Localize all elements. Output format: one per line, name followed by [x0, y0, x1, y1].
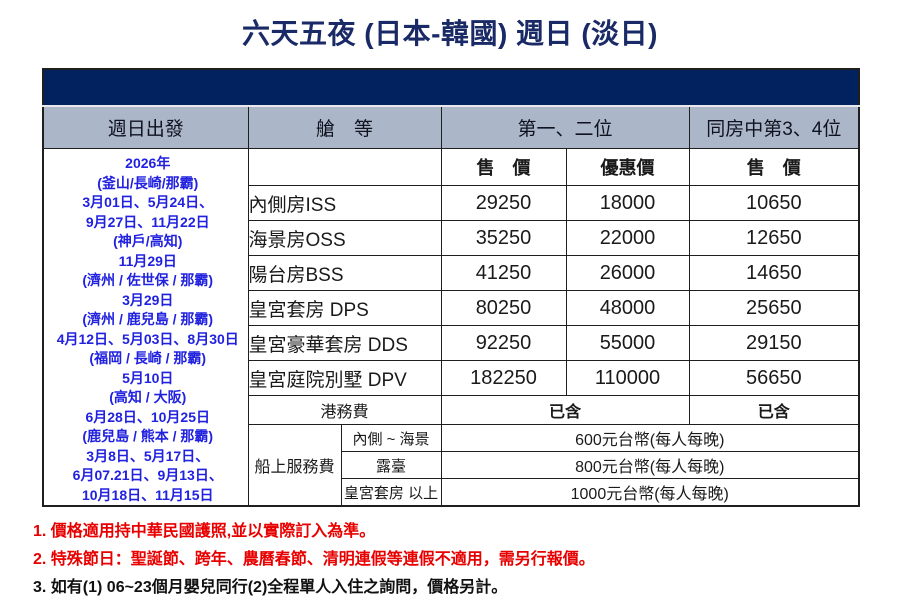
note-passport: 1. 價格適用持中華民國護照,並以實際訂入為準。	[33, 523, 376, 540]
cabin-promo-price: 55000	[565, 325, 690, 361]
service-fee-value: 800元台幣(每人每晚)	[440, 451, 860, 479]
cabin-price: 29250	[440, 185, 567, 221]
table-row-palace-suite: 皇宮套房 DPS 80250 48000 25650	[43, 290, 860, 326]
navy-band-cell	[42, 68, 860, 107]
service-fee-category: 皇宮套房 以上	[340, 478, 442, 507]
cabin-name: 皇宮庭院別墅 DPV	[247, 360, 442, 396]
header-departure: 週日出發	[42, 105, 249, 149]
cabin-promo-price: 48000	[565, 290, 690, 326]
cabin-price: 80250	[440, 290, 567, 326]
service-fee-row-inside-oceanview: 船上服務費 內側 ~ 海景 600元台幣(每人每晚)	[43, 424, 860, 507]
service-fee-row-suite-and-above: 皇宮套房 以上 1000元台幣(每人每晚)	[43, 478, 860, 507]
cabin-third-fourth-price: 10650	[688, 185, 860, 221]
table-row-balcony-cabin: 陽台房BSS 41250 26000 14650	[43, 255, 860, 291]
service-fee-category: 露臺	[340, 451, 442, 479]
price-table: 週日出發 艙 等 第一、二位 同房中第3、4位 2026年 (釜山/長崎/那霸)…	[42, 68, 861, 507]
table-row-palace-deluxe-suite: 皇宮豪華套房 DDS 92250 55000 29150	[43, 325, 860, 361]
port-fee-included-first-second: 已含	[440, 395, 690, 425]
cabin-third-fourth-price: 12650	[688, 220, 860, 256]
table-subheader-row: 2026年 (釜山/長崎/那霸) 3月01日、5月24日、 9月27日、11月2…	[42, 148, 860, 507]
cabin-promo-price: 18000	[565, 185, 690, 221]
header-cabin-class: 艙 等	[247, 105, 442, 149]
cabin-price: 35250	[440, 220, 567, 256]
cabin-price: 41250	[440, 255, 567, 291]
cabin-price: 92250	[440, 325, 567, 361]
cabin-name: 海景房OSS	[247, 220, 442, 256]
cabin-promo-price: 22000	[565, 220, 690, 256]
subheader-price: 售 價	[440, 148, 567, 186]
cabin-name: 陽台房BSS	[247, 255, 442, 291]
cabin-third-fourth-price: 14650	[688, 255, 860, 291]
cabin-name: 內側房ISS	[247, 185, 442, 221]
subheader-empty-cell	[247, 148, 442, 186]
cabin-promo-price: 26000	[565, 255, 690, 291]
subheader-price-same-room: 售 價	[688, 148, 860, 186]
table-row-palace-courtyard-villa: 皇宮庭院別墅 DPV 182250 110000 56650	[43, 360, 860, 396]
header-first-second: 第一、二位	[440, 105, 690, 149]
cabin-promo-price: 110000	[565, 360, 690, 396]
cabin-name: 皇宮套房 DPS	[247, 290, 442, 326]
cabin-third-fourth-price: 29150	[688, 325, 860, 361]
cabin-third-fourth-price: 56650	[688, 360, 860, 396]
service-fee-category: 內側 ~ 海景	[340, 424, 442, 452]
port-fee-included-same-room: 已含	[688, 395, 860, 425]
service-fee-value: 600元台幣(每人每晚)	[440, 424, 860, 452]
port-fee-label: 港務費	[247, 395, 442, 425]
note-special-holidays: 2. 特殊節日：聖誕節、跨年、農曆春節、清明連假等連假不適用，需另行報價。	[33, 551, 595, 568]
footnotes: 1. 價格適用持中華民國護照,並以實際訂入為準。 2. 特殊節日：聖誕節、跨年、…	[33, 518, 883, 600]
table-row-oceanview-cabin: 海景房OSS 35250 22000 12650	[43, 220, 860, 256]
cabin-third-fourth-price: 25650	[688, 290, 860, 326]
departure-dates-cell: 2026年 (釜山/長崎/那霸) 3月01日、5月24日、 9月27日、11月2…	[42, 148, 249, 507]
departure-dates-text: 2026年 (釜山/長崎/那霸) 3月01日、5月24日、 9月27日、11月2…	[56, 155, 239, 503]
service-fee-value: 1000元台幣(每人每晚)	[440, 478, 860, 507]
subheader-promo-price: 優惠價	[565, 148, 690, 186]
table-header-row: 週日出發 艙 等 第一、二位 同房中第3、4位	[42, 105, 860, 149]
cabin-price: 182250	[440, 360, 567, 396]
header-same-room: 同房中第3、4位	[688, 105, 860, 149]
service-fee-row-balcony: 露臺 800元台幣(每人每晚)	[43, 451, 860, 479]
page-title: 六天五夜 (日本-韓國) 週日 (淡日)	[242, 18, 658, 49]
table-top-band	[42, 68, 860, 107]
port-fee-row: 港務費 已含 已含	[43, 395, 860, 425]
table-row-inside-cabin: 內側房ISS 29250 18000 10650	[43, 185, 860, 221]
cabin-name: 皇宮豪華套房 DDS	[247, 325, 442, 361]
service-fee-label: 船上服務費	[247, 424, 342, 507]
note-infant-single: 3. 如有(1) 06~23個月嬰兒同行(2)全程單人入住之詢問，價格另計。	[33, 579, 508, 596]
